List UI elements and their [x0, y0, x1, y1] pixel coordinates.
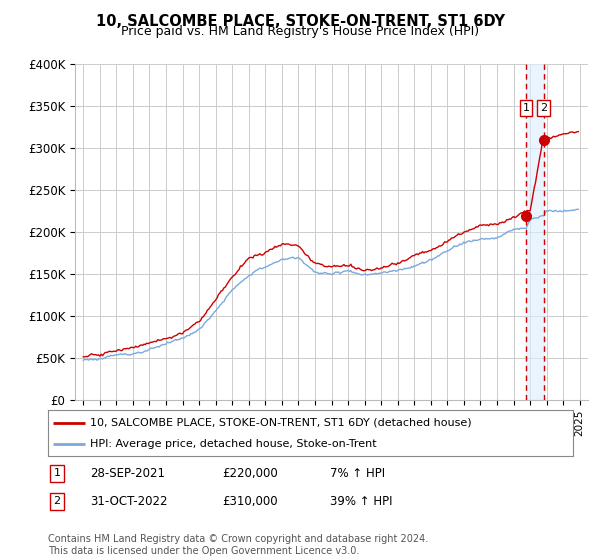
Text: HPI: Average price, detached house, Stoke-on-Trent: HPI: Average price, detached house, Stok…	[90, 439, 377, 449]
Text: £310,000: £310,000	[222, 494, 278, 508]
Text: £220,000: £220,000	[222, 466, 278, 480]
Bar	[526, 64, 544, 400]
Text: 39% ↑ HPI: 39% ↑ HPI	[330, 494, 392, 508]
Text: Price paid vs. HM Land Registry's House Price Index (HPI): Price paid vs. HM Land Registry's House …	[121, 25, 479, 38]
Text: 31-OCT-2022: 31-OCT-2022	[90, 494, 167, 508]
Text: 10, SALCOMBE PLACE, STOKE-ON-TRENT, ST1 6DY (detached house): 10, SALCOMBE PLACE, STOKE-ON-TRENT, ST1 …	[90, 418, 472, 428]
Text: 7% ↑ HPI: 7% ↑ HPI	[330, 466, 385, 480]
Text: 2: 2	[53, 496, 61, 506]
Text: 10, SALCOMBE PLACE, STOKE-ON-TRENT, ST1 6DY: 10, SALCOMBE PLACE, STOKE-ON-TRENT, ST1 …	[95, 14, 505, 29]
Text: 2: 2	[540, 103, 547, 113]
Text: 1: 1	[523, 103, 529, 113]
Text: 28-SEP-2021: 28-SEP-2021	[90, 466, 165, 480]
Text: 1: 1	[53, 468, 61, 478]
Text: Contains HM Land Registry data © Crown copyright and database right 2024.
This d: Contains HM Land Registry data © Crown c…	[48, 534, 428, 556]
